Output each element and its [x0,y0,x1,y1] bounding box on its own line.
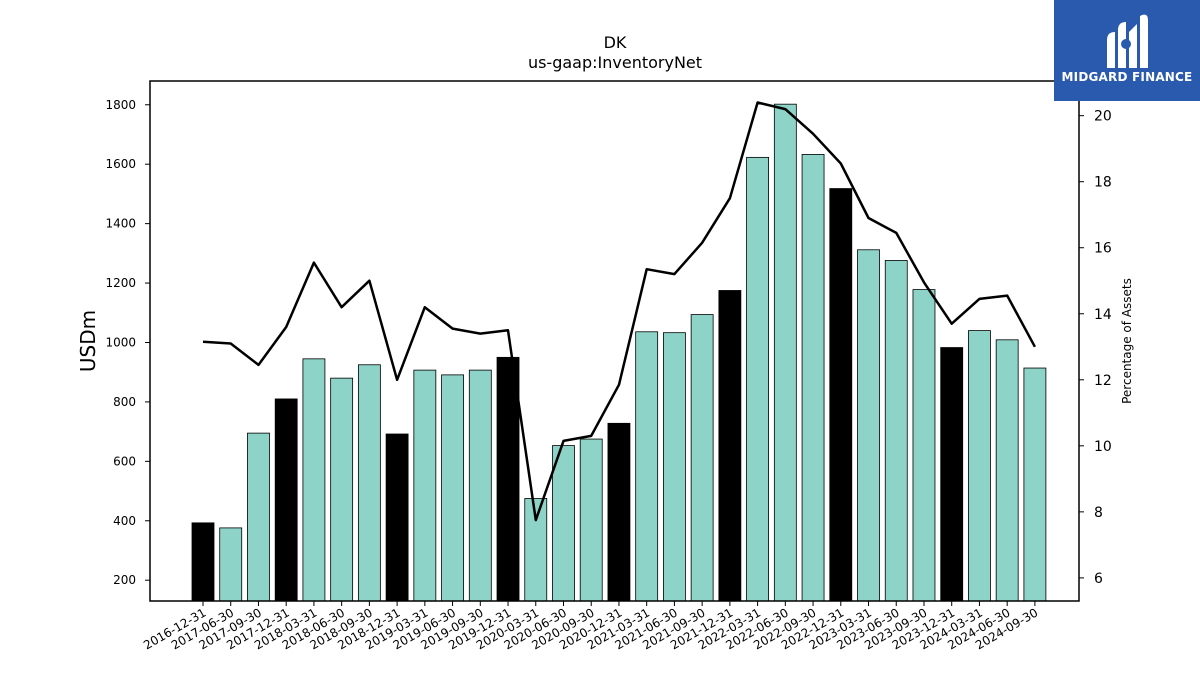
bar [607,422,631,602]
y2-tick-label: 20 [1094,109,1112,125]
bar [385,433,409,602]
bar [191,522,215,602]
brand-logo: MIDGARD FINANCE [1054,0,1200,101]
y-tick-label: 1600 [105,157,136,171]
bar [1023,367,1047,602]
plot-frame [149,80,1080,602]
bar [857,249,880,602]
bar [912,289,936,602]
series-line [202,101,1036,522]
y-tick-label: 800 [113,395,136,409]
bar [247,432,270,602]
bar [884,260,908,602]
logo-text: MIDGARD FINANCE [1061,70,1193,84]
y2-tick-label: 18 [1094,175,1112,191]
bar [995,339,1019,602]
y-tick-label: 1400 [105,217,136,231]
y-tick-label: 600 [113,454,136,468]
y2-tick-label: 6 [1094,571,1103,587]
y2-tick-label: 12 [1094,373,1112,389]
bar [940,347,964,602]
bar [552,445,575,602]
y2-tick-label: 8 [1094,505,1103,521]
y-tick-label: 1000 [105,335,136,349]
bar [829,188,853,602]
bar [302,358,326,602]
bar [968,330,991,602]
bar [330,377,354,602]
bar-series [191,103,1047,602]
y-tick-label: 400 [113,514,136,528]
y-tick-label: 200 [113,573,136,587]
bar [357,364,381,602]
line-series [202,101,1036,522]
bar [746,156,769,602]
axes: 200 400 600 800 1000 1200 1400 1600 1800 6 8 10 12 14… [105,80,1112,652]
bar [801,153,825,602]
bar [718,290,742,602]
chart-subtitle: us-gaap:InventoryNet [528,53,702,72]
bar [690,314,714,602]
chart-title: DK [604,33,627,52]
y-axis-label: USDm [76,310,100,372]
bar [663,332,686,602]
y2-tick-label: 10 [1094,439,1112,455]
bar [219,527,243,602]
bar [635,331,659,602]
bar [496,356,520,602]
y2-axis-label: Percentage of Assets [1120,278,1134,404]
logo-mark-icon [1107,14,1148,69]
bar [274,398,298,602]
bar [773,103,797,602]
y-tick-label: 1800 [105,98,136,112]
y2-tick-label: 16 [1094,241,1112,257]
bar [413,369,437,602]
bar [441,374,464,602]
y2-tick-label: 14 [1094,307,1112,323]
bar [468,369,492,602]
bar [579,438,603,602]
y-tick-label: 1200 [105,276,136,290]
